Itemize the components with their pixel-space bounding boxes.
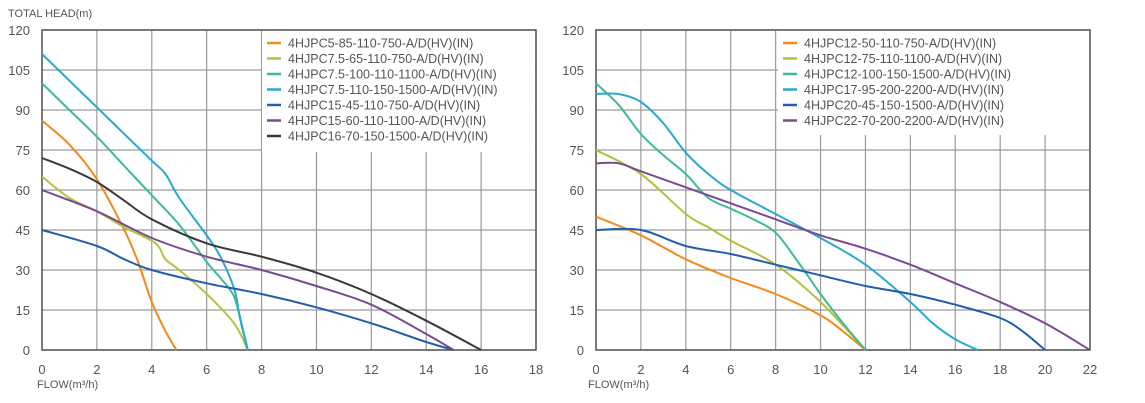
legend-label: 4HJPC20-45-150-1500-A/D(HV)(IN) [804,99,1004,113]
series-line-1 [595,215,867,351]
legend-label: 4HJPC16-70-150-1500-A/D(HV)(IN) [288,130,488,144]
series-line-7 [41,157,482,351]
y-tick-label: 105 [562,63,584,78]
y-axis-label: TOTAL HEAD(m) [8,8,92,20]
series-line-4 [595,92,979,351]
x-tick-label: 8 [772,362,779,377]
y-tick-label: 15 [16,303,30,318]
y-tick-label: 30 [16,263,30,278]
legend-label: 4HJPC12-75-110-1100-A/D(HV)(IN) [804,52,1002,66]
x-tick-label: 12 [364,362,378,377]
chart-1: 0 2 4 6 8 10 12 14 16 18 0 15 30 45 60 75 90 105 120 4HJPC5… [8,8,543,391]
y-tick-label: 60 [16,183,30,198]
x-tick-label: 16 [948,362,962,377]
series-line-1 [41,119,178,351]
y-tick-label: 90 [16,103,30,118]
x-tick-label: 10 [813,362,827,377]
x-tick-label: 6 [727,362,734,377]
x-tick-label: 18 [993,362,1007,377]
legend-box [778,31,1089,135]
legend-box [262,31,535,152]
x-tick-label: 18 [529,362,543,377]
y-tick-label: 0 [23,343,30,358]
series-line-2 [595,149,867,351]
legend-label: 4HJPC17-95-200-2200-A/D(HV)(IN) [804,83,1004,97]
y-tick-label: 120 [562,23,584,38]
x-tick-label: 16 [474,362,488,377]
x-tick-label: 4 [682,362,689,377]
x-tick-label: 8 [258,362,265,377]
series-line-3 [595,82,867,351]
y-tick-label: 105 [8,63,30,78]
y-tick-label: 15 [570,303,584,318]
legend-label: 4HJPC12-50-110-750-A/D(HV)(IN) [804,37,996,51]
legend-label: 4HJPC7.5-65-110-750-A/D(HV)(IN) [288,52,484,66]
x-tick-label: 2 [93,362,100,377]
series-line-5 [41,229,454,351]
y-tick-label: 45 [16,223,30,238]
legend-label: 4HJPC15-45-110-750-A/D(HV)(IN) [288,99,480,113]
y-tick-label: 90 [570,103,584,118]
x-tick-label: 4 [148,362,155,377]
x-tick-label: 12 [858,362,872,377]
legend-label: 4HJPC22-70-200-2200-A/D(HV)(IN) [804,114,1004,128]
legend-label: 4HJPC7.5-110-150-1500-A/D(HV)(IN) [288,83,498,97]
y-tick-label: 0 [577,343,584,358]
x-tick-label: 6 [203,362,210,377]
legend-label: 4HJPC5-85-110-750-A/D(HV)(IN) [288,37,473,51]
x-tick-label: 22 [1083,362,1097,377]
x-tick-label: 14 [903,362,917,377]
y-tick-label: 75 [16,143,30,158]
x-tick-label: 14 [419,362,433,377]
chart-2: 0 2 4 6 8 10 12 14 16 18 20 22 0 15 30 45 60 75 90 105 120 4H… [562,23,1097,391]
y-tick-label: 60 [570,183,584,198]
series-line-6 [41,189,455,351]
y-tick-label: 120 [8,23,30,38]
x-tick-label: 10 [309,362,323,377]
x-tick-label: 0 [592,362,599,377]
legend-label: 4HJPC7.5-100-110-1100-A/D(HV)(IN) [288,68,497,82]
y-tick-label: 45 [570,223,584,238]
y-tick-label: 30 [570,263,584,278]
legend-label: 4HJPC15-60-110-1100-A/D(HV)(IN) [288,114,486,128]
x-tick-label: 2 [637,362,644,377]
series-line-5 [595,227,1046,351]
series-line-4 [41,53,249,351]
plot-frame [595,29,1091,351]
series-line-6 [595,161,1091,351]
x-axis-label: FLOW(m³/h) [37,379,98,391]
y-tick-label: 75 [570,143,584,158]
x-tick-label: 0 [38,362,45,377]
legend-label: 4HJPC12-100-150-1500-A/D(HV)(IN) [804,68,1011,82]
x-tick-label: 20 [1038,362,1052,377]
x-axis-label: FLOW(m³/h) [588,379,649,391]
